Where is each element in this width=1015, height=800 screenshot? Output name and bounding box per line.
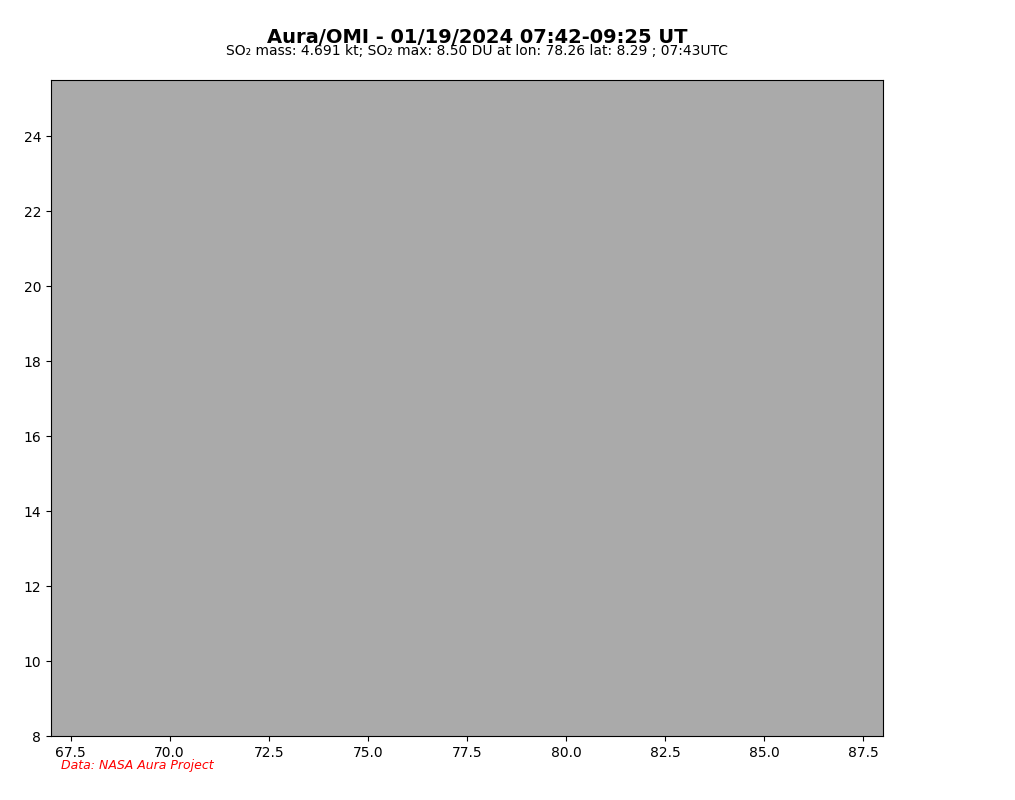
Text: Data: NASA Aura Project: Data: NASA Aura Project: [61, 759, 213, 772]
Text: Aura/OMI - 01/19/2024 07:42-09:25 UT: Aura/OMI - 01/19/2024 07:42-09:25 UT: [267, 28, 687, 47]
Text: SO₂ mass: 4.691 kt; SO₂ max: 8.50 DU at lon: 78.26 lat: 8.29 ; 07:43UTC: SO₂ mass: 4.691 kt; SO₂ max: 8.50 DU at …: [226, 44, 728, 58]
